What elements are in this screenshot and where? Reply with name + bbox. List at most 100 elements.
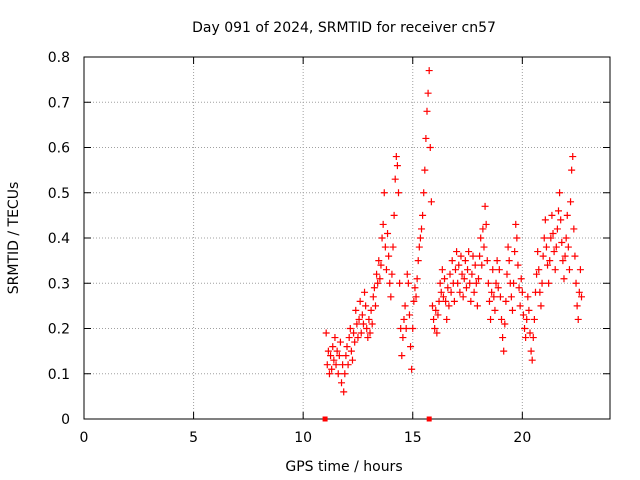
y-tick-label: 0.8 [48, 50, 70, 66]
y-tick-labels: 0 0.1 0.2 0.3 0.4 0.5 0.6 0.7 0.8 [48, 50, 70, 428]
data-point [524, 293, 532, 301]
data-point [481, 202, 489, 210]
data-point [519, 311, 527, 319]
data-point [544, 261, 552, 269]
data-point [381, 243, 389, 251]
data-point [327, 352, 335, 360]
data-point [410, 297, 418, 305]
data-point [438, 266, 446, 274]
data-point [448, 257, 456, 265]
data-point [407, 343, 415, 351]
data-point [504, 243, 512, 251]
data-point [350, 329, 358, 337]
data-point [386, 279, 394, 287]
data-point [374, 279, 382, 287]
baseline-markers [322, 416, 432, 422]
data-point [415, 243, 423, 251]
data-point [569, 153, 577, 161]
data-point [548, 211, 556, 219]
data-point [442, 297, 450, 305]
data-point [388, 270, 396, 278]
data-point [393, 162, 401, 170]
data-point [354, 334, 362, 342]
data-point [345, 334, 353, 342]
data-point [480, 243, 488, 251]
data-point [560, 275, 568, 283]
data-point [526, 329, 534, 337]
data-point [340, 388, 348, 396]
data-point [334, 370, 342, 378]
data-point [505, 257, 513, 265]
data-point [562, 234, 570, 242]
data-point [370, 284, 378, 292]
y-tick-label: 0.7 [48, 95, 70, 111]
data-point [400, 315, 408, 323]
data-point [471, 261, 479, 269]
data-point [362, 302, 370, 310]
data-point [446, 270, 454, 278]
chart-title: Day 091 of 2024, SRMTID for receiver cn5… [192, 20, 496, 36]
x-tick-label: 10 [294, 430, 312, 446]
data-point [414, 257, 422, 265]
data-point [515, 284, 523, 292]
data-point [451, 266, 459, 274]
data-point [553, 225, 561, 233]
data-point [333, 347, 341, 355]
data-point [330, 356, 338, 364]
data-point [528, 356, 536, 364]
data-point [384, 229, 392, 237]
data-point [379, 220, 387, 228]
data-point [356, 297, 364, 305]
data-point [376, 275, 384, 283]
data-point [530, 315, 538, 323]
data-point [541, 216, 549, 224]
data-point [525, 306, 533, 314]
y-tick-label: 0.1 [48, 367, 70, 383]
data-point [547, 234, 555, 242]
plot-border [83, 56, 611, 420]
data-point [467, 297, 475, 305]
data-point [557, 216, 565, 224]
data-point [367, 306, 375, 314]
data-point [576, 266, 584, 274]
data-point [568, 166, 576, 174]
data-point [419, 211, 427, 219]
data-point [331, 334, 339, 342]
data-point [578, 293, 586, 301]
data-point [507, 293, 515, 301]
data-point [522, 334, 530, 342]
x-axis-label: GPS time / hours [285, 459, 402, 475]
data-point [436, 279, 444, 287]
data-point [347, 347, 355, 355]
data-point [456, 288, 464, 296]
data-point [428, 302, 436, 310]
data-point [420, 189, 428, 197]
data-point [493, 257, 501, 265]
data-point [422, 134, 430, 142]
data-point [551, 266, 559, 274]
data-point [335, 352, 343, 360]
data-point [571, 252, 579, 260]
data-point [550, 248, 558, 256]
data-point [558, 239, 566, 247]
data-point [563, 211, 571, 219]
data-point [460, 275, 468, 283]
x-tick-label: 0 [80, 430, 89, 446]
y-tick-label: 0.4 [48, 231, 70, 247]
data-point [348, 356, 356, 364]
data-point [466, 279, 474, 287]
data-point [344, 361, 352, 369]
data-point [443, 315, 451, 323]
data-point [485, 297, 493, 305]
data-point [511, 248, 519, 256]
data-point [411, 284, 419, 292]
data-point [359, 320, 367, 328]
data-point [574, 315, 582, 323]
data-point [447, 288, 455, 296]
data-point [403, 270, 411, 278]
y-axis-label: SRMTID / TECUs [6, 182, 22, 295]
data-point [377, 261, 385, 269]
data-point [457, 252, 465, 260]
data-point [539, 252, 547, 260]
